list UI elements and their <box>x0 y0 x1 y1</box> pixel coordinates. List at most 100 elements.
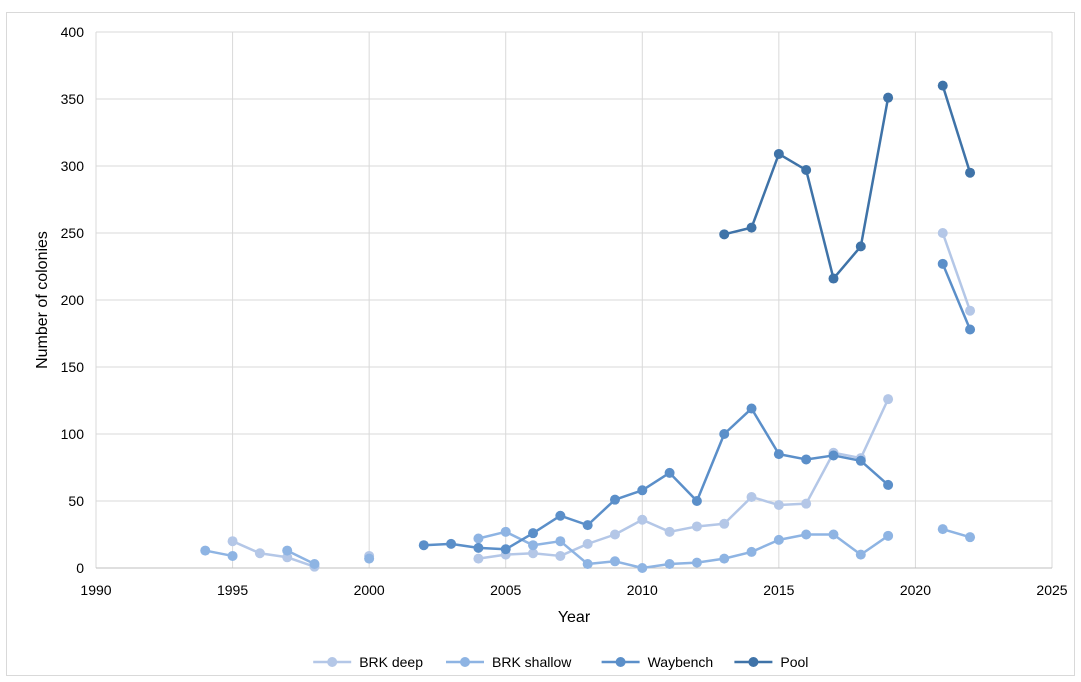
data-point <box>555 510 566 521</box>
data-point <box>719 518 730 529</box>
data-point <box>254 548 265 559</box>
legend-label: Waybench <box>648 654 714 670</box>
y-tick-label: 400 <box>61 24 85 40</box>
series-line <box>478 398 890 560</box>
y-axis-title: Number of colonies <box>34 231 51 369</box>
data-point <box>691 521 702 532</box>
y-tick-label: 350 <box>61 91 85 107</box>
legend-item-waybench: Waybench <box>601 654 714 670</box>
series-line <box>723 97 890 280</box>
data-point <box>937 228 948 238</box>
data-point <box>555 550 566 561</box>
data-point <box>801 498 812 509</box>
legend-item-pool: Pool <box>734 654 808 670</box>
series-group <box>200 80 976 573</box>
data-point <box>746 546 757 557</box>
x-tick-label: 2015 <box>763 582 794 598</box>
data-point <box>965 305 976 316</box>
x-tick-label: 2005 <box>490 582 521 598</box>
data-point <box>637 563 648 573</box>
data-point <box>773 500 784 511</box>
data-point <box>883 394 894 405</box>
legend-label: Pool <box>780 654 808 670</box>
y-tick-label: 150 <box>61 359 85 375</box>
legend-swatch-marker <box>460 657 470 667</box>
series-pool <box>719 80 976 284</box>
data-point <box>746 222 757 233</box>
data-point <box>227 536 238 547</box>
data-point <box>500 544 511 555</box>
legend-swatch-marker <box>327 657 338 667</box>
legend-label: BRK deep <box>359 654 423 670</box>
data-point <box>691 557 702 568</box>
data-point <box>937 524 948 535</box>
data-point <box>473 553 484 564</box>
data-point <box>528 528 539 539</box>
x-tick-label: 2000 <box>354 582 385 598</box>
data-point <box>828 529 839 540</box>
gridlines <box>95 31 1053 568</box>
y-tick-label: 100 <box>61 426 85 442</box>
data-point <box>773 148 784 159</box>
data-point <box>473 533 484 544</box>
y-tick-label: 200 <box>61 292 85 308</box>
data-point <box>446 538 457 549</box>
data-point <box>500 526 511 537</box>
legend-item-brk-shallow: BRK shallow <box>446 654 572 670</box>
x-axis-title: Year <box>558 609 591 626</box>
data-point <box>582 558 593 569</box>
x-tick-label: 1995 <box>217 582 248 598</box>
legend: BRK deep BRK shallow Waybench Pool <box>313 654 808 670</box>
legend-label: BRK shallow <box>492 654 572 670</box>
axes: 0 50 100 150 200 250 300 350 400 1990 1995 2000 2005… <box>61 24 1068 598</box>
data-point <box>855 241 866 252</box>
data-point <box>965 532 976 543</box>
data-point <box>418 540 429 551</box>
data-point <box>801 529 812 540</box>
data-point <box>528 548 539 559</box>
data-point <box>637 485 648 496</box>
data-point <box>200 545 211 556</box>
data-point <box>282 545 293 556</box>
data-point <box>637 514 648 525</box>
data-point <box>965 324 976 335</box>
data-point <box>719 553 730 564</box>
data-point <box>746 491 757 502</box>
data-point <box>364 553 375 564</box>
legend-swatch-marker <box>748 657 759 667</box>
data-point <box>855 549 866 560</box>
series-line <box>941 263 972 330</box>
y-tick-label: 300 <box>61 158 85 174</box>
data-point <box>309 558 320 569</box>
chart-frame <box>6 12 1075 676</box>
data-point <box>828 450 839 461</box>
series-line <box>232 540 315 568</box>
x-tick-label: 1990 <box>80 582 111 598</box>
data-point <box>801 454 812 465</box>
data-point <box>719 429 730 439</box>
series-brk-deep <box>227 228 976 572</box>
series-line <box>941 85 972 174</box>
series-line <box>941 232 972 312</box>
data-point <box>719 229 730 240</box>
legend-item-brk-deep: BRK deep <box>313 654 423 670</box>
data-point <box>528 540 539 551</box>
data-point <box>965 167 976 178</box>
data-point <box>227 550 238 561</box>
y-tick-label: 50 <box>68 493 84 509</box>
data-point <box>609 529 620 540</box>
data-point <box>883 530 894 541</box>
data-point <box>828 273 839 284</box>
data-point <box>855 455 866 466</box>
series-line <box>478 530 889 570</box>
data-point <box>773 449 784 460</box>
data-point <box>773 534 784 545</box>
x-tick-label: 2020 <box>900 582 931 598</box>
y-tick-label: 250 <box>61 225 85 241</box>
data-point <box>664 526 675 537</box>
series-brk-shallow <box>200 524 976 573</box>
data-point <box>664 467 675 478</box>
data-point <box>937 80 948 91</box>
data-point <box>883 92 894 103</box>
